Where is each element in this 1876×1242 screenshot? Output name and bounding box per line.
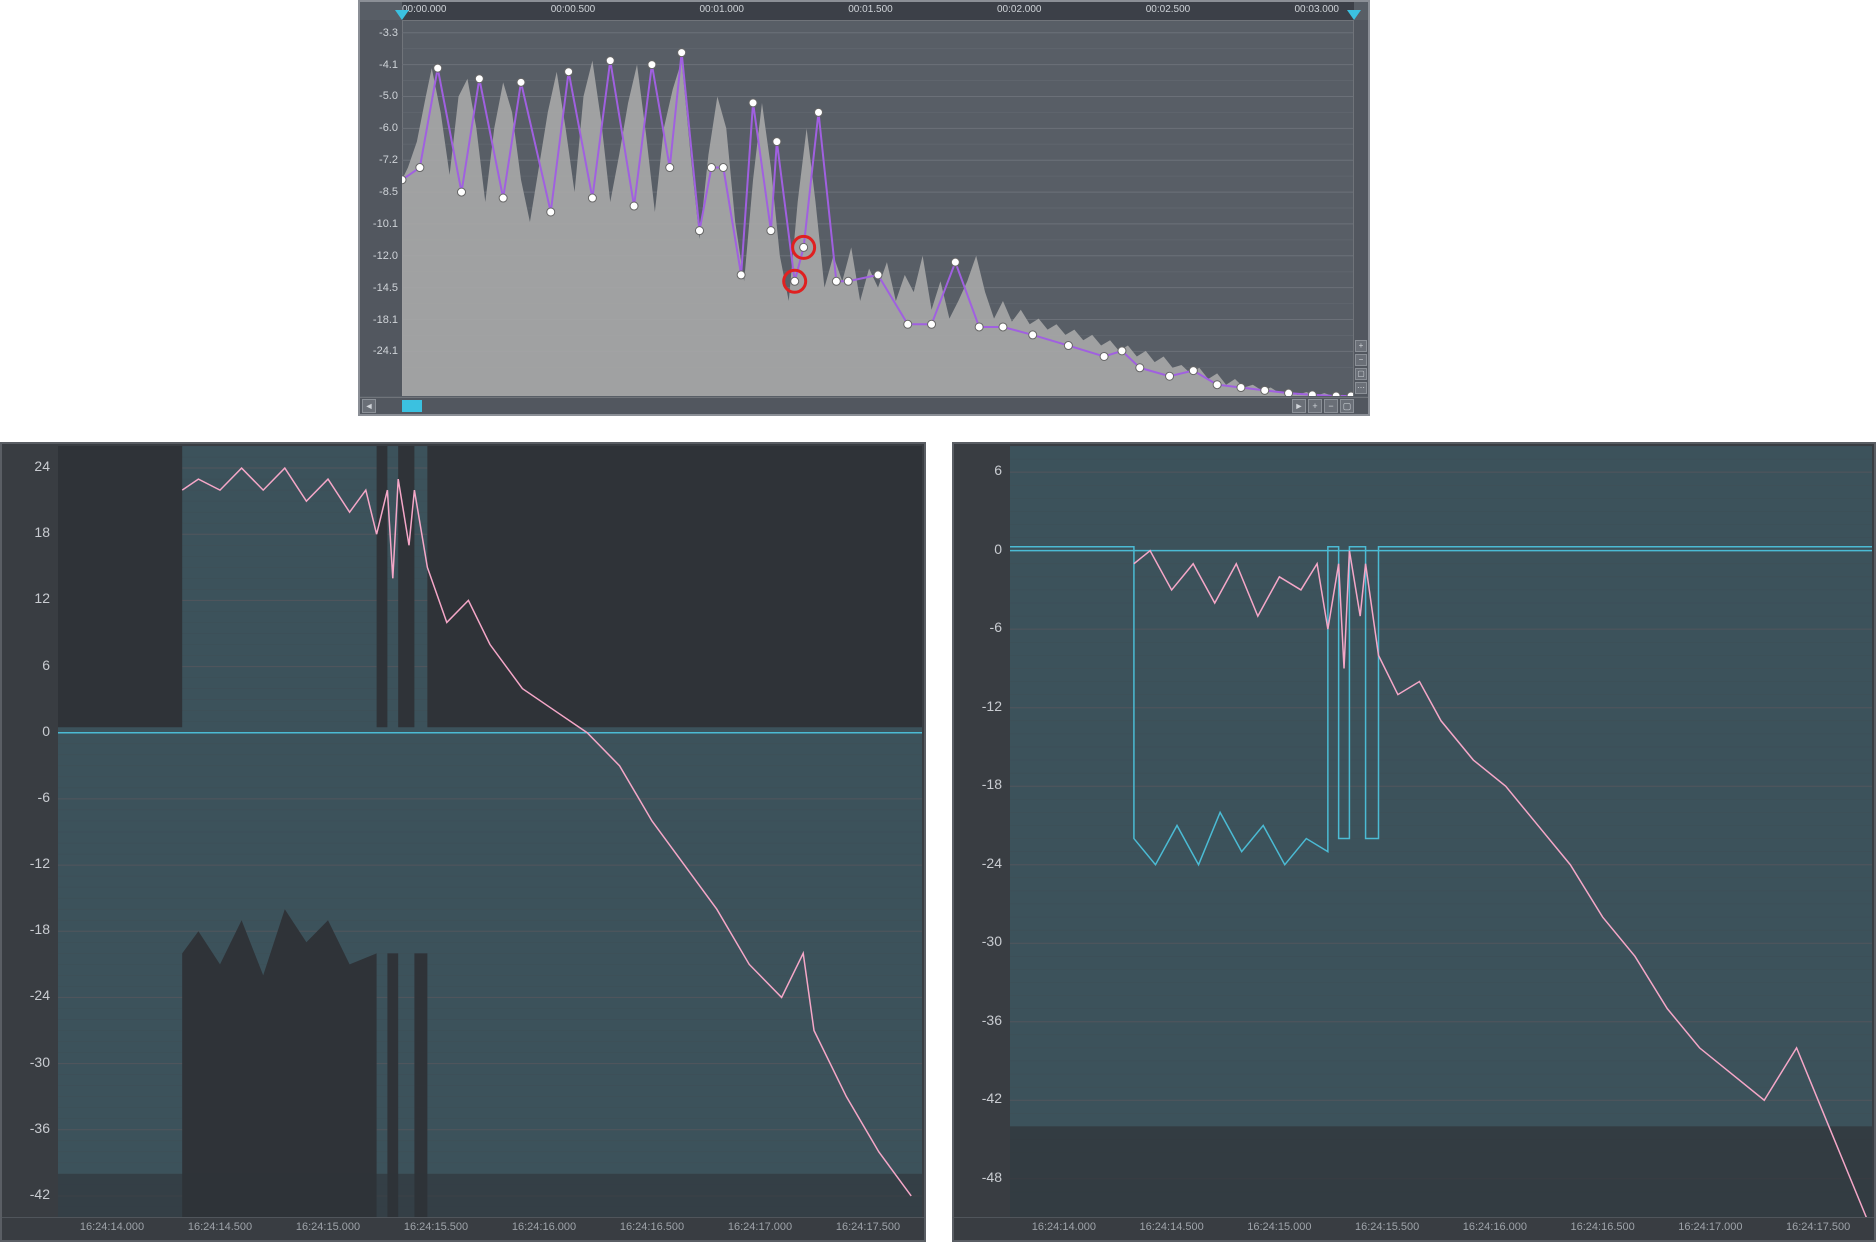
y-tick-label: -24 <box>30 987 50 1003</box>
y-tick-label: -12.0 <box>373 250 398 262</box>
y-tick-label: -18 <box>982 776 1002 792</box>
timeline-tick: 00:01.500 <box>848 4 893 15</box>
timeline-tick: 00:03.000 <box>1295 4 1340 15</box>
time-tick-label: 16:24:15.500 <box>404 1221 468 1233</box>
y-tick-label: -3.3 <box>379 27 398 39</box>
time-tick-label: 16:24:17.500 <box>836 1221 900 1233</box>
time-tick-label: 16:24:17.000 <box>1678 1221 1742 1233</box>
zoom-out-button[interactable]: − <box>1355 354 1367 366</box>
y-tick-label: -6 <box>38 789 50 805</box>
time-tick-label: 16:24:17.500 <box>1786 1221 1850 1233</box>
top-plot-area[interactable] <box>402 20 1354 396</box>
y-tick-label: -14.5 <box>373 282 398 294</box>
hzoom-out-button[interactable]: − <box>1324 399 1338 413</box>
right-plot-area[interactable] <box>1010 446 1872 1218</box>
time-tick-label: 16:24:16.500 <box>1571 1221 1635 1233</box>
right-time-axis: 16:24:14.000 16:24:14.500 16:24:15.000 16:2… <box>954 1217 1874 1240</box>
y-tick-label: -36 <box>30 1120 50 1136</box>
left-time-axis: 16:24:14.000 16:24:14.500 16:24:15.000 16:2… <box>2 1217 924 1240</box>
time-tick-label: 16:24:15.000 <box>1247 1221 1311 1233</box>
y-tick-label: 18 <box>34 524 50 540</box>
y-tick-label: -24.1 <box>373 345 398 357</box>
time-tick-label: 16:24:14.000 <box>80 1221 144 1233</box>
timeline-tick: 00:02.000 <box>997 4 1042 15</box>
time-tick-label: 16:24:15.000 <box>296 1221 360 1233</box>
y-tick-label: -8.5 <box>379 186 398 198</box>
y-tick-label: -36 <box>982 1012 1002 1028</box>
left-plot-area[interactable] <box>58 446 922 1218</box>
time-tick-label: 16:24:14.500 <box>188 1221 252 1233</box>
zoom-in-button[interactable]: + <box>1355 340 1367 352</box>
y-tick-label: -5.0 <box>379 90 398 102</box>
y-tick-label: 0 <box>42 723 50 739</box>
scroll-right-button[interactable]: ► <box>1292 399 1306 413</box>
horizontal-scrollbar[interactable]: ◄ ► + − ▢ <box>360 397 1368 414</box>
y-tick-label: -30 <box>982 933 1002 949</box>
y-tick-label: -12 <box>30 855 50 871</box>
hfit-button[interactable]: ▢ <box>1340 399 1354 413</box>
options-button[interactable]: ⋯ <box>1355 382 1367 394</box>
time-tick-label: 16:24:16.000 <box>512 1221 576 1233</box>
timeline-tick: 00:00.500 <box>551 4 596 15</box>
timeline-tick: 00:01.000 <box>700 4 745 15</box>
y-tick-label: -42 <box>30 1186 50 1202</box>
time-tick-label: 16:24:17.000 <box>728 1221 792 1233</box>
waveform-editor-panel: 00:00.00000:00.50000:01.00000:01.50000:0… <box>358 0 1370 416</box>
y-tick-label: -24 <box>982 855 1002 871</box>
right-y-axis: 6 0 -6 -12 -18 -24 -30 -36 -42 -48 <box>954 444 1010 1218</box>
hzoom-in-button[interactable]: + <box>1308 399 1322 413</box>
time-tick-label: 16:24:16.500 <box>620 1221 684 1233</box>
fit-vertical-button[interactable]: ▢ <box>1355 368 1367 380</box>
signal-chart-left: 24 18 12 6 0 -6 -12 -18 -24 -30 -36 -42 16:24:14.00… <box>0 442 926 1242</box>
signal-chart-right: 60-6-12-18-24-30-36-42-48 16:24:14.00016… <box>952 442 1876 1242</box>
y-tick-label: -12 <box>982 698 1002 714</box>
top-y-axis: -3.3 -4.1 -5.0 -6.0 -7.2 -8.5 -10.1 -12.0 -14.5 -… <box>360 20 403 396</box>
y-tick-label: -6.0 <box>379 122 398 134</box>
y-tick-label: 24 <box>34 458 50 474</box>
y-tick-label: 6 <box>994 462 1002 478</box>
y-tick-label: -10.1 <box>373 218 398 230</box>
time-tick-label: 16:24:14.000 <box>1032 1221 1096 1233</box>
y-tick-label: -6 <box>990 619 1002 635</box>
y-tick-label: -4.1 <box>379 59 398 71</box>
scroll-left-button[interactable]: ◄ <box>362 399 376 413</box>
top-right-gutter: + − ▢ ⋯ <box>1353 20 1368 396</box>
y-tick-label: -18.1 <box>373 314 398 326</box>
y-tick-label: 6 <box>42 657 50 673</box>
time-tick-label: 16:24:15.500 <box>1355 1221 1419 1233</box>
y-tick-label: -7.2 <box>379 154 398 166</box>
timeline-tick: 00:02.500 <box>1146 4 1191 15</box>
y-tick-label: -48 <box>982 1169 1002 1185</box>
y-tick-label: -18 <box>30 921 50 937</box>
loop-start-marker[interactable] <box>395 10 409 20</box>
time-tick-label: 16:24:16.000 <box>1463 1221 1527 1233</box>
y-tick-label: 0 <box>994 541 1002 557</box>
scrollbar-thumb[interactable] <box>402 400 422 412</box>
left-y-axis: 24 18 12 6 0 -6 -12 -18 -24 -30 -36 -42 <box>2 444 58 1218</box>
y-tick-label: 12 <box>34 590 50 606</box>
y-tick-label: -42 <box>982 1090 1002 1106</box>
timeline-ruler[interactable]: 00:00.00000:00.50000:01.00000:01.50000:0… <box>402 2 1354 21</box>
time-tick-label: 16:24:14.500 <box>1140 1221 1204 1233</box>
loop-end-marker[interactable] <box>1347 10 1361 20</box>
y-tick-label: -30 <box>30 1054 50 1070</box>
